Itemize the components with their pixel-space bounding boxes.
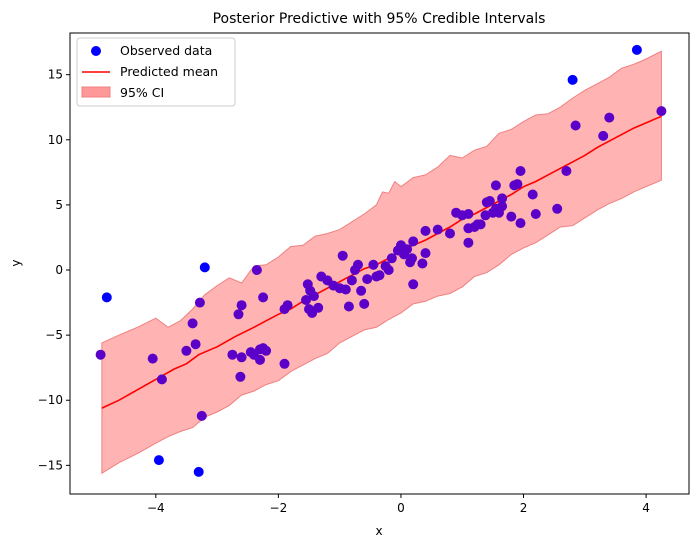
observed-point bbox=[282, 300, 293, 311]
y-tick-label: 5 bbox=[55, 198, 63, 212]
observed-point bbox=[497, 193, 508, 204]
observed-point bbox=[374, 270, 385, 281]
legend-box bbox=[76, 37, 236, 107]
observed-point bbox=[340, 284, 351, 295]
observed-point bbox=[407, 253, 417, 264]
observed-point bbox=[258, 292, 269, 303]
observed-point bbox=[515, 218, 526, 229]
observed-point bbox=[561, 166, 572, 176]
observed-point bbox=[463, 237, 474, 248]
observed-point bbox=[301, 295, 311, 305]
observed-point bbox=[604, 112, 615, 123]
observed-point bbox=[570, 120, 581, 131]
observed-point bbox=[193, 466, 204, 477]
y-tick-label: −10 bbox=[38, 393, 63, 407]
chart-title: Posterior Predictive with 95% Credible I… bbox=[213, 11, 546, 27]
observed-point bbox=[417, 258, 428, 269]
observed-point bbox=[408, 279, 419, 290]
x-tick-label: 2 bbox=[520, 501, 528, 515]
legend-observed-label: Observed data bbox=[120, 43, 212, 58]
observed-point bbox=[236, 352, 247, 363]
observed-point bbox=[463, 209, 474, 219]
x-tick-label: 4 bbox=[642, 501, 650, 515]
observed-point bbox=[386, 253, 397, 264]
observed-point bbox=[490, 180, 501, 191]
y-axis-label: y bbox=[9, 259, 23, 266]
legend-ci-patch bbox=[81, 86, 111, 98]
x-tick-label: −2 bbox=[270, 501, 288, 515]
observed-point bbox=[181, 345, 192, 356]
observed-point bbox=[95, 349, 106, 360]
observed-point bbox=[445, 228, 455, 239]
observed-point bbox=[308, 291, 319, 302]
observed-point bbox=[497, 201, 508, 212]
observed-point bbox=[337, 250, 348, 261]
observed-point bbox=[484, 196, 495, 206]
observed-point bbox=[196, 410, 207, 421]
observed-point bbox=[236, 300, 247, 311]
observed-point bbox=[346, 275, 357, 286]
plot-frame bbox=[69, 32, 690, 495]
observed-point bbox=[383, 265, 394, 275]
observed-point bbox=[432, 224, 443, 235]
observed-point bbox=[515, 166, 526, 176]
observed-point bbox=[227, 349, 238, 360]
observed-point bbox=[353, 259, 363, 270]
legend-observed-marker bbox=[91, 46, 101, 56]
observed-point bbox=[512, 179, 523, 190]
observed-point bbox=[402, 244, 413, 255]
observed-point bbox=[194, 297, 205, 308]
y-tick-label: −5 bbox=[45, 328, 63, 342]
observed-point bbox=[255, 354, 265, 365]
observed-point bbox=[506, 211, 517, 222]
observed-point bbox=[153, 455, 164, 466]
observed-point bbox=[101, 292, 112, 303]
observed-point bbox=[420, 225, 431, 236]
x-axis-label: x bbox=[375, 524, 382, 538]
observed-point bbox=[261, 345, 272, 356]
observed-point bbox=[408, 236, 419, 247]
observed-points bbox=[95, 44, 667, 477]
observed-point bbox=[343, 301, 354, 312]
legend: Observed data Predicted mean 95% CI bbox=[76, 37, 236, 107]
observed-point bbox=[475, 219, 486, 230]
observed-point bbox=[359, 298, 370, 309]
observed-point bbox=[530, 209, 541, 219]
observed-point bbox=[235, 371, 246, 382]
y-tick-label: 15 bbox=[48, 68, 63, 82]
legend-mean-label: Predicted mean bbox=[120, 64, 218, 79]
y-tick-label: 10 bbox=[48, 133, 63, 147]
observed-point bbox=[567, 74, 578, 85]
observed-point bbox=[552, 203, 563, 214]
observed-point bbox=[156, 374, 167, 385]
y-tick-label: 0 bbox=[55, 263, 63, 277]
observed-point bbox=[656, 106, 667, 117]
x-axis: −4 −2 0 2 4 bbox=[147, 494, 650, 515]
observed-point bbox=[527, 189, 538, 200]
x-tick-label: 0 bbox=[397, 501, 405, 515]
observed-point bbox=[420, 248, 431, 259]
y-axis: −15 −10 −5 0 5 10 15 bbox=[38, 68, 70, 472]
observed-point bbox=[199, 262, 210, 273]
y-tick-label: −15 bbox=[38, 458, 63, 472]
observed-point bbox=[190, 339, 201, 350]
observed-point bbox=[598, 130, 609, 141]
plot-area bbox=[69, 32, 690, 495]
observed-point bbox=[313, 302, 324, 313]
observed-point bbox=[233, 309, 244, 320]
x-tick-label: −4 bbox=[147, 501, 165, 515]
observed-point bbox=[368, 259, 379, 270]
observed-point bbox=[147, 353, 158, 364]
observed-point bbox=[279, 358, 290, 369]
observed-point bbox=[631, 44, 642, 55]
observed-point bbox=[251, 265, 262, 275]
observed-point bbox=[187, 318, 198, 329]
legend-ci-label: 95% CI bbox=[120, 85, 164, 100]
observed-point bbox=[362, 274, 373, 285]
observed-point bbox=[356, 285, 367, 296]
